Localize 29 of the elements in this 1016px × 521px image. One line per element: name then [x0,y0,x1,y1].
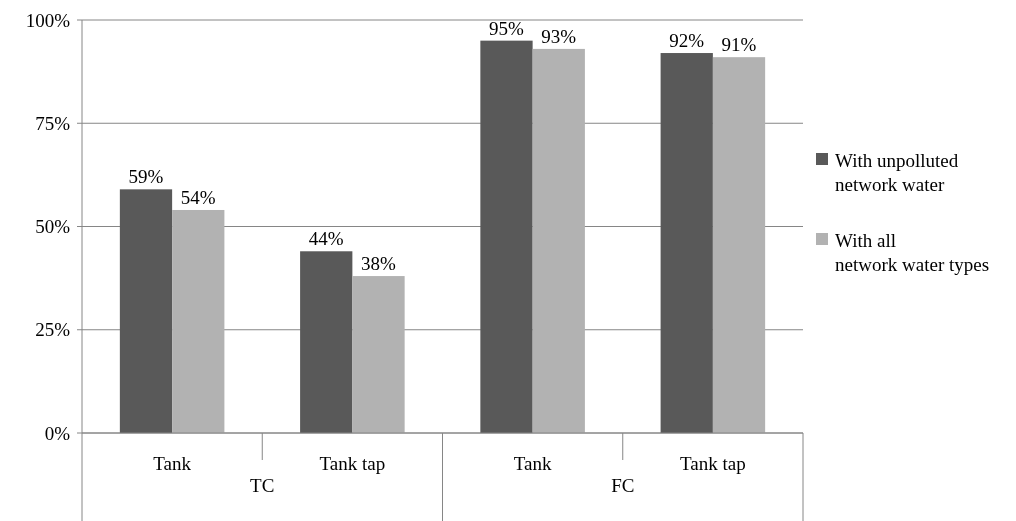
data-label: 95% [489,17,525,39]
bar [172,209,225,433]
data-label: 93% [541,25,577,47]
x-tick-label: Tank [153,453,192,474]
bar [300,251,353,433]
y-tick-label: 75% [35,112,71,134]
x-tick-label: Tank [513,453,552,474]
y-tick-label: 100% [25,9,71,31]
data-label: 91% [721,34,757,56]
legend-label: With unpolluted network water [835,149,959,195]
y-tick-label: 25% [35,319,71,341]
bar [119,189,173,433]
bar [352,276,405,433]
text: FC [611,475,635,496]
bar [712,57,766,433]
data-label: 54% [180,186,216,208]
data-label: 92% [669,30,705,52]
data-label: 38% [361,253,397,275]
y-tick-label: 50% [35,216,71,238]
y-tick-label: 0% [44,422,71,444]
text: TC [250,475,275,496]
data-label: 44% [308,228,344,250]
legend-label: With all network water types [835,229,990,275]
bar [660,53,713,433]
data-label: 59% [128,166,164,188]
bar [532,48,585,433]
x-tick-label: Tank tap [319,453,386,474]
x-tick-label: Tank tap [680,453,746,474]
bar [480,40,533,433]
